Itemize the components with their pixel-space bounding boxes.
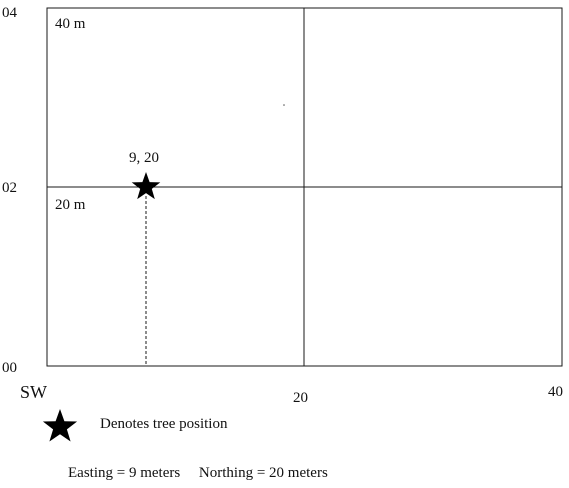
y-label-bottom: 00 [2,360,17,376]
label-20m: 20 m [55,197,86,213]
x-label-right: 40 [548,384,563,400]
corner-label-sw: SW [20,382,47,402]
legend-text: Denotes tree position [100,416,228,432]
star-icon [131,172,161,200]
caption-text: Easting = 9 meters Northing = 20 meters [68,465,328,481]
y-label-top: 04 [2,5,18,21]
y-label-mid: 02 [2,180,17,196]
stray-dot [283,104,285,106]
legend-star-icon [42,409,78,442]
x-label-mid: 20 [293,390,308,406]
tree-coord-label: 9, 20 [129,150,159,166]
label-40m: 40 m [55,16,86,32]
